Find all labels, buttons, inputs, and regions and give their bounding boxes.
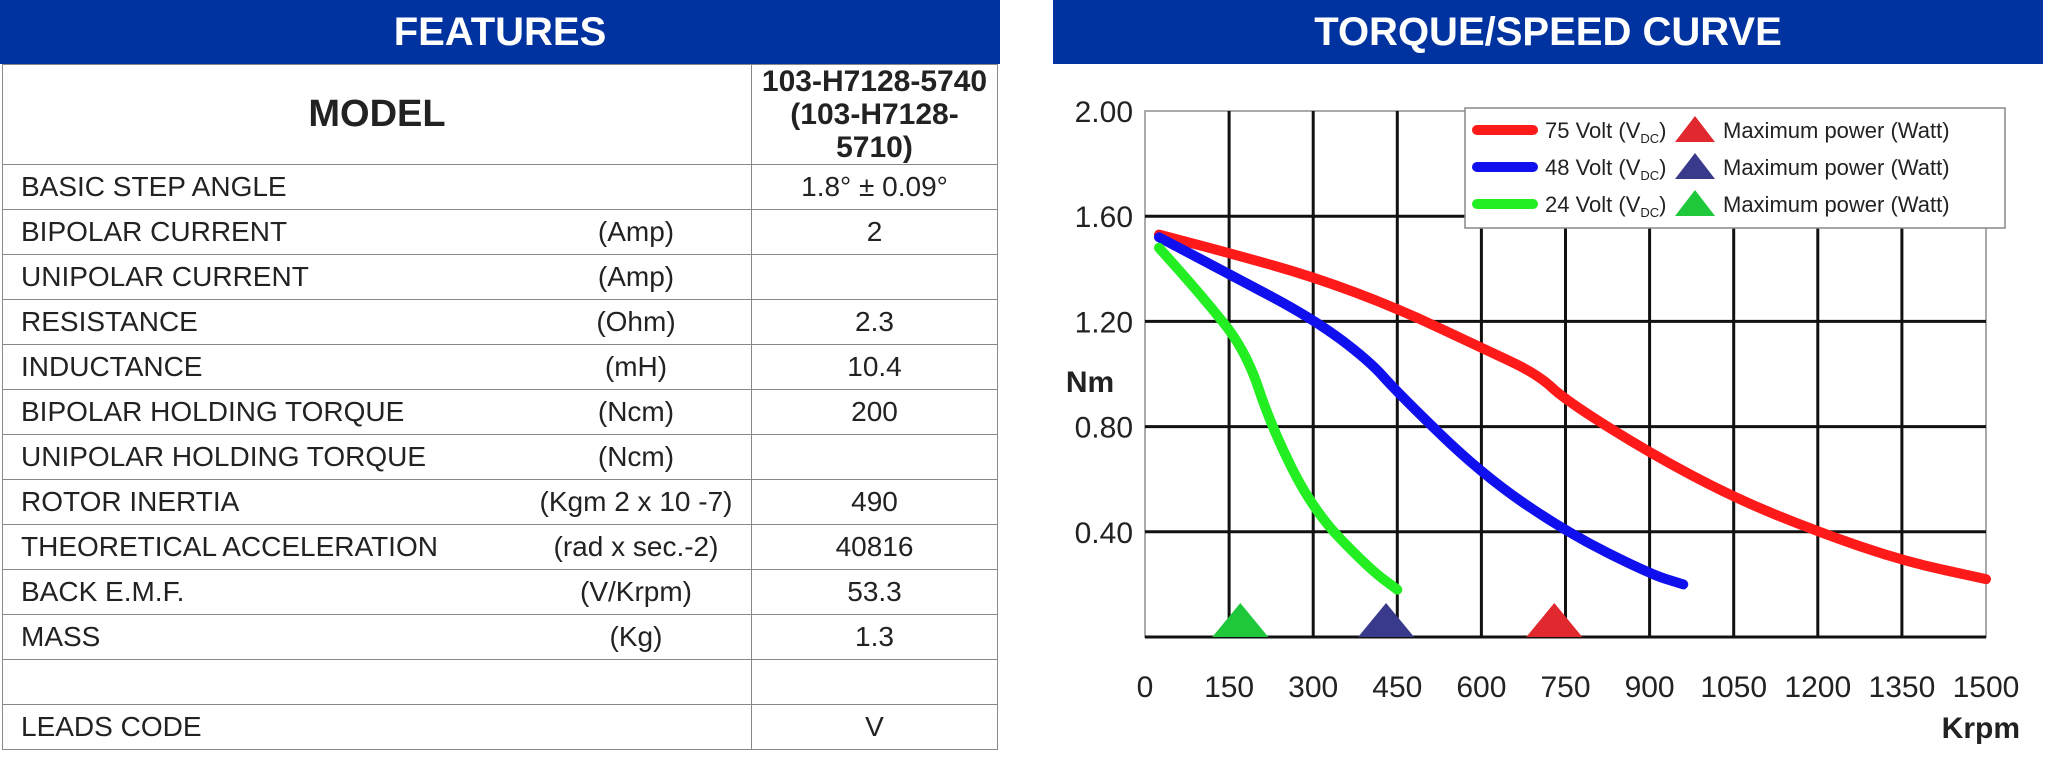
row-label: INDUCTANCE bbox=[2, 344, 521, 390]
row-label: BASIC STEP ANGLE bbox=[2, 164, 521, 210]
x-tick-label: 1050 bbox=[1700, 671, 1767, 704]
row-unit: (Amp) bbox=[521, 209, 752, 255]
row-unit: (Kgm 2 x 10 -7) bbox=[521, 479, 752, 525]
x-tick-label: 1200 bbox=[1784, 671, 1851, 704]
row-label: ROTOR INERTIA bbox=[2, 479, 521, 525]
table-row: UNIPOLAR HOLDING TORQUE (Ncm) bbox=[2, 434, 998, 480]
legend-marker bbox=[1675, 153, 1715, 179]
row-unit: (Kg) bbox=[521, 614, 752, 660]
table-row: ROTOR INERTIA (Kgm 2 x 10 -7) 490 bbox=[2, 479, 998, 525]
row-unit: (Amp) bbox=[521, 254, 752, 300]
row-value: V bbox=[751, 704, 998, 750]
row-unit: (Ohm) bbox=[521, 299, 752, 345]
x-tick-label: 600 bbox=[1456, 671, 1506, 704]
table-row: THEORETICAL ACCELERATION (rad x sec.-2) 40… bbox=[2, 524, 998, 570]
row-label: UNIPOLAR CURRENT bbox=[2, 254, 521, 300]
row-label: MASS bbox=[2, 614, 521, 660]
table-row: MASS (Kg) 1.3 bbox=[2, 614, 998, 660]
row-unit: (Ncm) bbox=[521, 389, 752, 435]
row-value: 200 bbox=[751, 389, 998, 435]
row-value: 1.8° ± 0.09° bbox=[751, 164, 998, 210]
row-unit bbox=[521, 704, 752, 750]
max-power-marker bbox=[1526, 603, 1583, 637]
x-tick-label: 1350 bbox=[1869, 671, 1936, 704]
row-label: BIPOLAR HOLDING TORQUE bbox=[2, 389, 521, 435]
features-title: FEATURES bbox=[0, 0, 1000, 64]
table-row: BASIC STEP ANGLE 1.8° ± 0.09° bbox=[2, 164, 998, 210]
row-unit: (Ncm) bbox=[521, 434, 752, 480]
table-row: INDUCTANCE (mH) 10.4 bbox=[2, 344, 998, 390]
torque-speed-chart: 0 150 300 450 600 750 900 1050 1200 1350 1500 0.40 0… bbox=[1066, 96, 2020, 745]
chart-title: TORQUE/SPEED CURVE bbox=[1053, 0, 2043, 64]
y-tick-label: 1.20 bbox=[1075, 306, 1133, 339]
table-row: BIPOLAR CURRENT (Amp) 2 bbox=[2, 209, 998, 255]
legend-label: 75 Volt (VDC) bbox=[1545, 118, 1667, 146]
row-value: 2.3 bbox=[751, 299, 998, 345]
series-line-48v bbox=[1154, 232, 1689, 590]
x-axis-label: Krpm bbox=[1942, 712, 2020, 745]
table-row: LEADS CODE V bbox=[2, 704, 998, 750]
features-table: MODEL 103-H7128-5740 (103-H7128-5710) BA… bbox=[2, 64, 998, 750]
legend-label: 48 Volt (VDC) bbox=[1545, 155, 1667, 183]
x-tick-label: 750 bbox=[1540, 671, 1590, 704]
y-tick-label: 0.80 bbox=[1075, 412, 1133, 445]
row-label: THEORETICAL ACCELERATION bbox=[2, 524, 521, 570]
y-tick-label: 2.00 bbox=[1075, 96, 1133, 129]
x-tick-label: 450 bbox=[1372, 671, 1422, 704]
row-unit bbox=[521, 164, 752, 210]
table-row: UNIPOLAR CURRENT (Amp) bbox=[2, 254, 998, 300]
model-number: 103-H7128-5740 bbox=[761, 65, 988, 98]
row-label: BACK E.M.F. bbox=[2, 569, 521, 615]
table-row: BIPOLAR HOLDING TORQUE (Ncm) 200 bbox=[2, 389, 998, 435]
legend-max-power-label: Maximum power (Watt) bbox=[1723, 118, 1950, 143]
x-tick-label: 300 bbox=[1288, 671, 1338, 704]
row-value: 490 bbox=[751, 479, 998, 525]
x-tick-label: 150 bbox=[1204, 671, 1254, 704]
row-value bbox=[751, 434, 998, 480]
legend-marker bbox=[1675, 190, 1715, 216]
row-value: 10.4 bbox=[751, 344, 998, 390]
legend-max-power-label: Maximum power (Watt) bbox=[1723, 155, 1950, 180]
table-row: BACK E.M.F. (V/Krpm) 53.3 bbox=[2, 569, 998, 615]
row-unit: (rad x sec.-2) bbox=[521, 524, 752, 570]
row-value: 53.3 bbox=[751, 569, 998, 615]
row-label: RESISTANCE bbox=[2, 299, 521, 345]
table-row bbox=[2, 659, 998, 705]
legend-label: 24 Volt (VDC) bbox=[1545, 192, 1667, 220]
x-tick-label: 900 bbox=[1625, 671, 1675, 704]
legend bbox=[1464, 107, 2006, 229]
max-power-marker bbox=[1212, 603, 1269, 637]
row-value: 2 bbox=[751, 209, 998, 255]
row-unit: (V/Krpm) bbox=[521, 569, 752, 615]
row-label: UNIPOLAR HOLDING TORQUE bbox=[2, 434, 521, 480]
x-tick-label: 1500 bbox=[1953, 671, 2020, 704]
model-number-alt: (103-H7128-5710) bbox=[790, 98, 959, 164]
row-unit bbox=[521, 659, 752, 705]
row-label: LEADS CODE bbox=[2, 704, 521, 750]
table-row: RESISTANCE (Ohm) 2.3 bbox=[2, 299, 998, 345]
row-value: 40816 bbox=[751, 524, 998, 570]
row-value bbox=[751, 659, 998, 705]
row-label bbox=[2, 659, 521, 705]
x-tick-label: 0 bbox=[1137, 671, 1154, 704]
model-label: MODEL bbox=[2, 64, 752, 165]
row-value bbox=[751, 254, 998, 300]
row-value: 1.3 bbox=[751, 614, 998, 660]
y-tick-label: 0.40 bbox=[1075, 517, 1133, 550]
legend-max-power-label: Maximum power (Watt) bbox=[1723, 192, 1950, 217]
model-value: 103-H7128-5740 (103-H7128-5710) bbox=[751, 64, 998, 165]
model-row: MODEL 103-H7128-5740 (103-H7128-5710) bbox=[2, 64, 998, 165]
row-unit: (mH) bbox=[521, 344, 752, 390]
series-line-75v bbox=[1154, 229, 1991, 585]
features-panel: FEATURES MODEL 103-H7128-5740 (103-H7128… bbox=[0, 0, 1000, 758]
legend-marker bbox=[1675, 116, 1715, 142]
row-label: BIPOLAR CURRENT bbox=[2, 209, 521, 255]
y-tick-label: 1.60 bbox=[1075, 201, 1133, 234]
series-line-24v bbox=[1154, 242, 1403, 595]
max-power-marker bbox=[1358, 603, 1415, 637]
y-axis-label: Nm bbox=[1066, 366, 1114, 399]
